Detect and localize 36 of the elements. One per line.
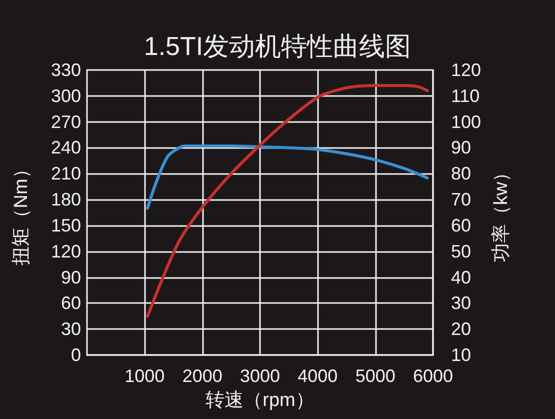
y-axis-title: 扭矩（Nm） xyxy=(11,160,32,266)
y-tick-label: 180 xyxy=(50,190,81,210)
y-tick-label: 120 xyxy=(50,241,81,262)
y2-tick-label: 80 xyxy=(451,164,472,184)
y2-tick-label: 30 xyxy=(451,293,472,314)
y2-tick-label: 60 xyxy=(451,215,472,236)
y2-tick-label: 120 xyxy=(451,60,482,80)
line-series xyxy=(146,144,429,210)
x-axis-title: 转速（rpm） xyxy=(206,390,314,411)
y2-tick-label: 10 xyxy=(451,345,472,365)
y-tick-label: 300 xyxy=(50,86,81,106)
y2-tick-label: 100 xyxy=(451,112,482,132)
y-tick-label: 210 xyxy=(50,164,81,184)
y2-tick-label: 50 xyxy=(451,241,472,262)
x-tick-label: 5000 xyxy=(355,366,396,386)
y-tick-label: 270 xyxy=(50,112,81,132)
x-tick-label: 2000 xyxy=(182,366,222,386)
y-tick-label: 150 xyxy=(50,215,81,236)
y2-tick-label: 20 xyxy=(451,319,472,340)
y-tick-label: 330 xyxy=(50,60,81,80)
chart-title: 1.5TI发动机特性曲线图 xyxy=(144,31,412,61)
y-tick-label: 0 xyxy=(70,345,81,365)
x-tick-label: 3000 xyxy=(240,366,280,386)
y2-tick-label: 40 xyxy=(451,267,472,288)
y2-tick-label: 90 xyxy=(451,138,472,158)
x-tick-label: 6000 xyxy=(412,366,454,386)
y-tick-label: 240 xyxy=(50,138,81,158)
x-tick-label: 4000 xyxy=(298,366,338,386)
line-series xyxy=(146,84,429,318)
x-tick-label: 1000 xyxy=(124,366,165,386)
y-tick-label: 90 xyxy=(60,267,81,288)
y-tick-label: 30 xyxy=(60,319,81,340)
y2-axis-title: 功率（kw） xyxy=(490,162,512,262)
y2-tick-label: 70 xyxy=(451,190,472,210)
y2-tick-label: 110 xyxy=(451,86,480,106)
y-tick-label: 60 xyxy=(60,293,81,314)
